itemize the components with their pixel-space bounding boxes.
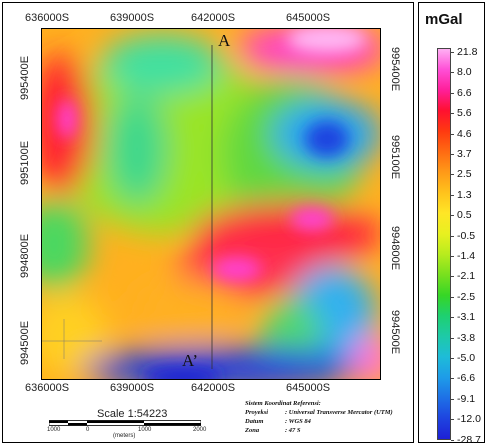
reference-value-datum: : WGS 84 bbox=[285, 418, 311, 425]
legend-label: -3.8 bbox=[457, 331, 476, 344]
x-tick-bottom-3: 642000S bbox=[191, 382, 236, 394]
reference-key-zone: Zona bbox=[245, 427, 260, 434]
color-legend: mGal 21.8 8.0 6.6 5.6 4.6 3.7 2.5 1.3 0.5 -0.5 -1.… bbox=[418, 2, 485, 446]
scale-title: Scale 1:54223 bbox=[97, 408, 168, 420]
gravity-anomaly-map[interactable]: A A’ bbox=[41, 28, 381, 380]
legend-tick bbox=[451, 92, 454, 94]
legend-label: -28.7 bbox=[457, 433, 481, 446]
scale-number-1: 1000 bbox=[47, 427, 61, 433]
y-tick-left-3: 994800E bbox=[19, 233, 31, 278]
legend-tick bbox=[451, 52, 454, 53]
legend-tick bbox=[451, 174, 454, 176]
reference-key-projection: Proyeksi bbox=[245, 409, 269, 416]
legend-tick bbox=[451, 235, 454, 237]
legend-tick bbox=[451, 337, 454, 339]
legend-tick bbox=[451, 439, 454, 441]
legend-label: -5.0 bbox=[457, 352, 476, 364]
legend-tick bbox=[451, 72, 454, 74]
scale-number-2: 0 bbox=[86, 427, 90, 433]
legend-tick bbox=[451, 358, 454, 359]
y-tick-right-3: 994800E bbox=[389, 226, 401, 271]
legend-label: -3.1 bbox=[457, 311, 476, 324]
legend-tick bbox=[451, 296, 454, 298]
legend-title: mGal bbox=[425, 11, 463, 28]
y-tick-left-4: 994500E bbox=[19, 320, 31, 365]
x-tick-bottom-2: 639000S bbox=[110, 382, 155, 394]
y-tick-right-4: 994500E bbox=[389, 310, 401, 355]
legend-tick bbox=[451, 378, 454, 380]
y-tick-right-1: 995400E bbox=[389, 47, 401, 92]
scale-number-3: 1000 bbox=[138, 427, 152, 433]
legend-tick bbox=[451, 256, 454, 257]
coordinate-reference: Sistem Koordinat Referensi: Proyeksi : Un… bbox=[245, 399, 393, 435]
reference-heading: Sistem Koordinat Referensi: bbox=[245, 400, 321, 407]
legend-label: -2.1 bbox=[457, 270, 476, 283]
legend-label: 3.7 bbox=[457, 148, 472, 160]
x-tick-top-2: 639000S bbox=[110, 12, 155, 24]
reference-value-zone: : 47 S bbox=[285, 427, 301, 434]
legend-label: 6.6 bbox=[457, 86, 472, 99]
legend-tick bbox=[451, 154, 454, 155]
legend-tick bbox=[451, 276, 454, 278]
legend-tick bbox=[451, 419, 454, 421]
legend-color-bar bbox=[437, 48, 451, 440]
y-tick-left-1: 995400E bbox=[19, 55, 31, 100]
section-label-start: A bbox=[218, 31, 231, 50]
legend-label: -2.5 bbox=[457, 290, 476, 303]
legend-label: 5.6 bbox=[457, 107, 472, 120]
x-tick-bottom-4: 645000S bbox=[286, 382, 331, 394]
map-frame: A A’ 636000S 639000S 642000S 645000S 636… bbox=[2, 2, 414, 443]
scale-unit: (meters) bbox=[113, 433, 136, 439]
legend-tick bbox=[451, 317, 454, 319]
legend-tick bbox=[451, 215, 454, 217]
legend-label: 8.0 bbox=[457, 66, 472, 79]
reference-key-datum: Datum bbox=[245, 418, 264, 425]
legend-label: -0.5 bbox=[457, 229, 476, 242]
anomaly-contour-image bbox=[42, 29, 380, 379]
x-tick-top-3: 642000S bbox=[191, 12, 236, 24]
scale-bar bbox=[49, 420, 201, 426]
legend-label: -9.1 bbox=[457, 392, 476, 405]
x-tick-top-4: 645000S bbox=[286, 12, 331, 24]
x-tick-top-1: 636000S bbox=[25, 12, 70, 24]
reference-value-projection: : Universal Transverse Mercator (UTM) bbox=[285, 409, 393, 416]
legend-label: -6.6 bbox=[457, 372, 476, 385]
legend-label: 1.3 bbox=[457, 188, 472, 201]
legend-tick bbox=[451, 398, 454, 400]
legend-label: -1.4 bbox=[457, 250, 476, 262]
legend-tick bbox=[451, 133, 454, 135]
y-tick-left-2: 995100E bbox=[19, 140, 31, 185]
legend-label: 4.6 bbox=[457, 127, 472, 140]
y-tick-right-2: 995100E bbox=[389, 135, 401, 180]
legend-label: -12.0 bbox=[457, 413, 481, 426]
legend-label: 21.8 bbox=[457, 46, 478, 58]
legend-label: 2.5 bbox=[457, 168, 472, 181]
section-label-end: A’ bbox=[182, 351, 199, 370]
x-tick-bottom-1: 636000S bbox=[25, 382, 70, 394]
scale-number-4: 2000 bbox=[193, 427, 207, 433]
legend-tick bbox=[451, 194, 454, 196]
legend-tick bbox=[451, 113, 454, 115]
legend-label: 0.5 bbox=[457, 209, 472, 222]
